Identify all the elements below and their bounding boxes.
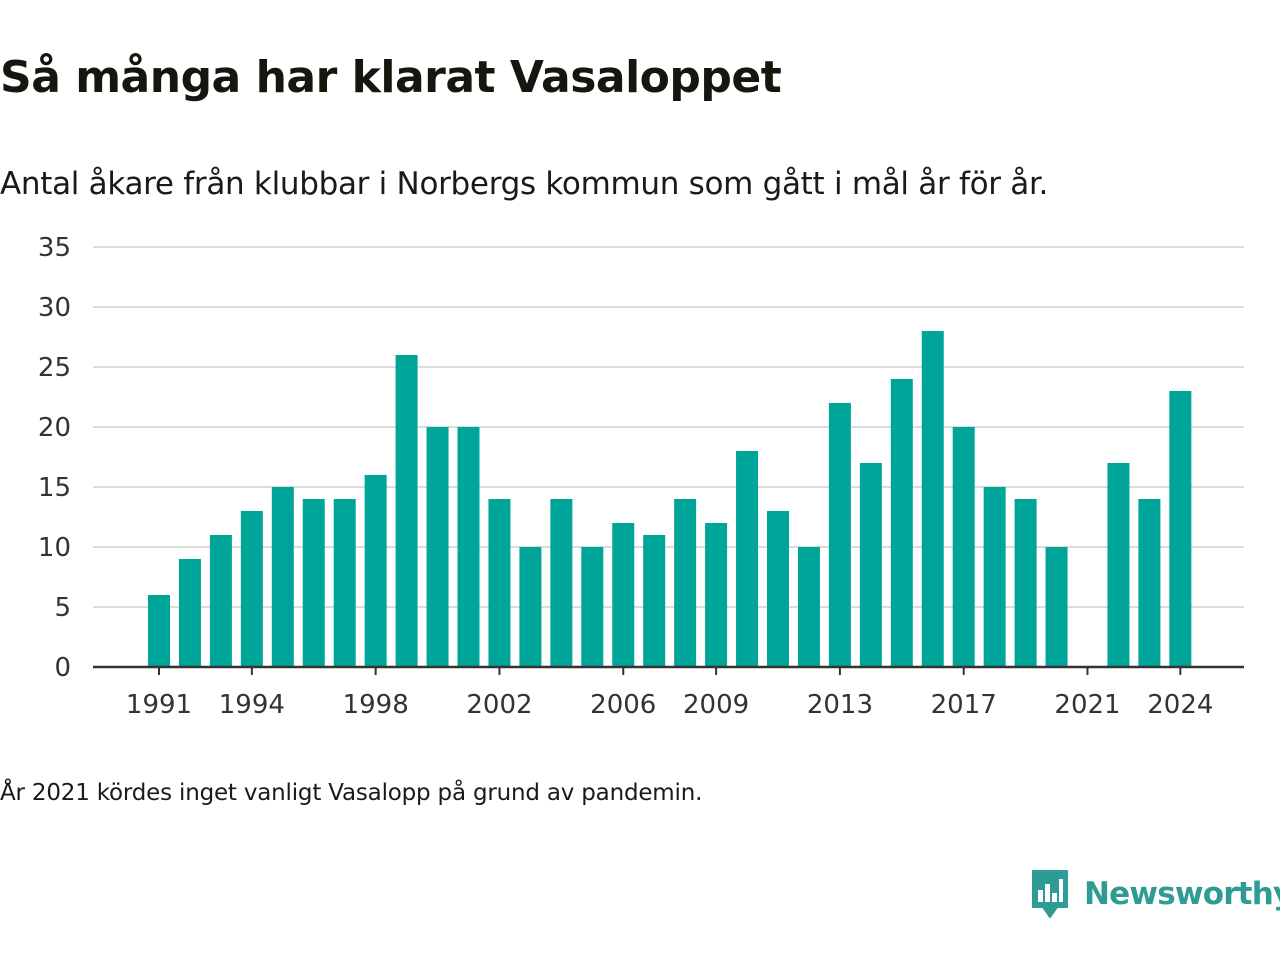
bar-2007: [643, 535, 666, 667]
bar-2005: [581, 547, 604, 667]
bar-1995: [271, 487, 294, 667]
bar-2003: [519, 547, 542, 667]
bar-1993: [209, 535, 232, 667]
newsworthy-logo-icon: [1032, 870, 1068, 918]
bar-2013: [828, 403, 851, 667]
bar-2015: [890, 379, 913, 667]
x-tick-label: 2002: [466, 690, 532, 720]
bar-1998: [364, 475, 387, 667]
bar-2001: [457, 427, 480, 667]
y-tick-label: 10: [38, 533, 71, 563]
bar-2004: [550, 499, 573, 667]
bar-1999: [395, 355, 418, 667]
y-tick-label: 20: [38, 413, 71, 443]
bar-2016: [921, 331, 944, 667]
bar-2002: [488, 499, 511, 667]
gridlines: [93, 246, 1244, 608]
bar-1991: [148, 595, 170, 667]
x-axis: [93, 665, 1244, 675]
bar-2000: [426, 427, 449, 667]
y-tick-label: 35: [38, 233, 71, 263]
bars: [148, 331, 1192, 667]
bar-1992: [178, 559, 201, 667]
bar-2012: [797, 547, 820, 667]
y-tick-label: 25: [38, 353, 71, 383]
bar-2009: [705, 523, 728, 667]
bar-2011: [767, 511, 789, 667]
bar-2020: [1045, 547, 1068, 667]
y-tick-label: 5: [54, 593, 71, 623]
bar-chart: 0 5 10 15 20 25 30 35 1991 1994 1998 2002 2006 2009 2…: [38, 233, 1244, 720]
x-tick-label: 2013: [807, 690, 873, 720]
chart-subtitle: Antal åkare från klubbar i Norbergs komm…: [0, 166, 1049, 202]
x-tick-label: 2021: [1054, 690, 1120, 720]
x-tick-label: 1994: [219, 690, 285, 720]
bar-2019: [1014, 499, 1037, 667]
x-tick-label: 1991: [126, 690, 192, 720]
brand-name: Newsworthy: [1084, 876, 1280, 912]
x-tick-label: 1998: [343, 690, 409, 720]
y-tick-label: 30: [38, 293, 71, 323]
bar-2008: [674, 499, 697, 667]
bar-1996: [302, 499, 325, 667]
x-axis-tick-labels: 1991 1994 1998 2002 2006 2009 2013 2017 2021 2024: [126, 690, 1214, 720]
bar-2022: [1107, 463, 1130, 667]
bar-1994: [240, 511, 263, 667]
y-tick-label: 15: [38, 473, 71, 503]
bar-2006: [612, 523, 635, 667]
x-tick-label: 2017: [931, 690, 997, 720]
x-tick-label: 2024: [1147, 690, 1213, 720]
bar-2014: [859, 463, 882, 667]
y-axis-tick-labels: 0 5 10 15 20 25 30 35: [38, 233, 71, 683]
x-tick-label: 2009: [683, 690, 749, 720]
footnote: År 2021 kördes inget vanligt Vasalopp på…: [0, 780, 703, 806]
bar-2017: [952, 427, 975, 667]
chart-title: Så många har klarat Vasaloppet: [0, 52, 782, 103]
bar-2024: [1169, 391, 1192, 667]
brand-logo: Newsworthy: [1030, 868, 1280, 920]
bar-2018: [983, 487, 1006, 667]
x-tick-label: 2006: [590, 690, 656, 720]
bar-2010: [736, 451, 759, 667]
bar-2023: [1138, 499, 1161, 667]
bar-1997: [333, 499, 356, 667]
y-tick-label: 0: [54, 653, 71, 683]
